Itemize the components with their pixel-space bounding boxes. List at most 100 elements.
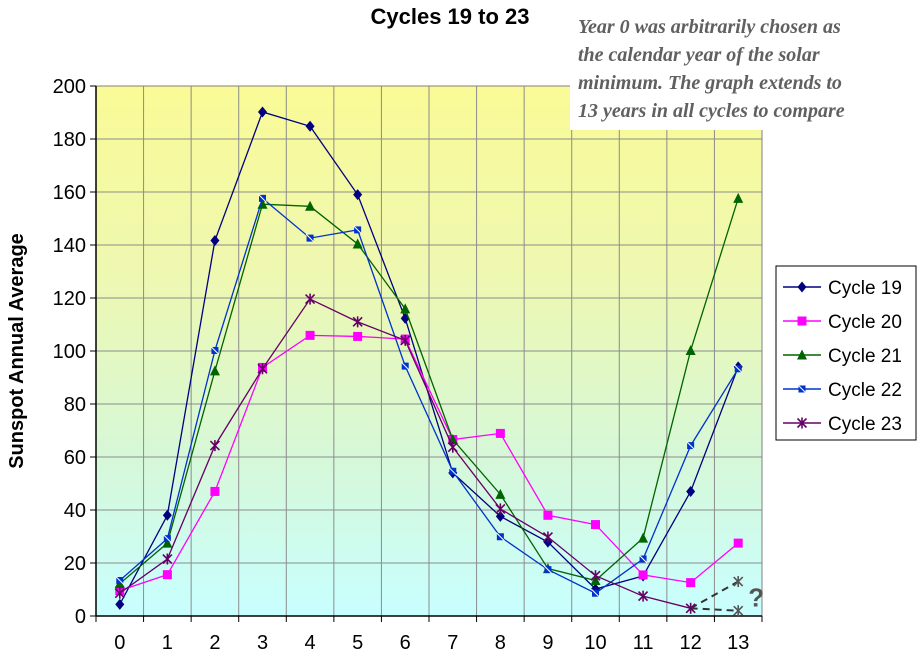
data-point: [352, 238, 363, 249]
note-line-1: Year 0 was arbitrarily chosen as: [578, 16, 841, 38]
data-point: [495, 428, 505, 438]
data-point: [447, 441, 458, 453]
data-point: [543, 510, 553, 520]
data-point: [542, 531, 553, 543]
x-tick-label: 2: [209, 632, 220, 654]
data-point: [305, 200, 316, 211]
series-group: [114, 106, 744, 614]
series-line: [119, 197, 739, 594]
marker-cross: [210, 346, 220, 355]
data-point: [496, 532, 505, 542]
data-point: [353, 225, 362, 235]
legend-swatch-marker: [796, 417, 808, 429]
legend-swatch-marker: [797, 384, 807, 394]
marker-cross: [163, 534, 172, 543]
data-point: [685, 602, 696, 614]
data-point: [495, 503, 506, 515]
data-point: [353, 331, 363, 341]
data-point: [353, 189, 363, 201]
note-box: Year 0 was arbitrarily chosen as the cal…: [570, 8, 910, 130]
note-line-3: minimum. The graph extends to: [578, 72, 842, 94]
legend-label: Cycle 22: [828, 380, 902, 401]
legend-item-cycle-19: Cycle 19: [783, 278, 902, 299]
data-point: [495, 510, 505, 522]
data-point: [733, 364, 743, 374]
legend-item-cycle-23: Cycle 23: [783, 414, 902, 435]
data-point: [162, 509, 172, 521]
y-axis-label: Sunspot Annual Average: [6, 233, 28, 469]
data-point: [591, 520, 600, 530]
legend-label: Cycle 19: [828, 278, 902, 299]
x-tick-label: 10: [584, 632, 606, 654]
legend-swatch-marker: [797, 349, 807, 360]
marker-cross: [496, 532, 505, 542]
data-point: [209, 365, 220, 376]
y-tick-label: 20: [64, 553, 86, 575]
series-cycle-22: [115, 194, 743, 598]
legend-label: Cycle 21: [828, 346, 902, 367]
data-point: [686, 578, 696, 588]
series-line: [119, 111, 739, 605]
projection-question-mark: ?: [748, 583, 764, 613]
projection-line: [690, 580, 739, 610]
data-point: [590, 570, 601, 582]
data-point: [686, 485, 696, 497]
legend-label: Cycle 20: [828, 312, 902, 333]
projection-point: [733, 605, 744, 617]
marker-cross: [543, 565, 553, 574]
data-point: [115, 576, 125, 585]
x-tick-label: 5: [352, 632, 363, 654]
legend-swatch-marker: [797, 281, 807, 293]
data-point: [162, 553, 173, 565]
x-tick-label: 1: [162, 632, 173, 654]
series-line: [119, 334, 739, 592]
y-tick-label: 160: [53, 182, 86, 204]
data-point: [258, 194, 267, 203]
marker-cross: [448, 466, 458, 476]
marker-cross: [591, 588, 600, 598]
y-tick-label: 0: [75, 606, 86, 628]
marker-cross: [353, 225, 362, 235]
marker-cross: [258, 194, 267, 203]
data-point: [352, 316, 363, 328]
x-tick-label: 0: [114, 632, 125, 654]
data-point: [114, 587, 125, 599]
marker-cross: [638, 554, 648, 564]
data-point: [400, 361, 410, 371]
projection-line: [690, 607, 739, 612]
data-point: [163, 534, 172, 543]
data-point: [686, 441, 695, 450]
marker-cross: [115, 576, 125, 585]
y-tick-label: 100: [53, 341, 86, 363]
projection-lines: ?: [690, 576, 764, 617]
x-tick-label: 12: [680, 632, 702, 654]
data-point: [448, 466, 458, 476]
data-point: [685, 344, 696, 355]
data-point: [162, 537, 173, 548]
projection-point: [733, 576, 744, 588]
note-line-2: the calendar year of the solar: [578, 44, 820, 66]
x-tick-label: 7: [447, 632, 458, 654]
y-tick-label: 80: [64, 394, 86, 416]
y-tick-label: 120: [53, 288, 86, 310]
legend-swatch-marker: [797, 316, 807, 326]
marker-cross: [797, 384, 807, 394]
data-point: [258, 106, 267, 118]
data-point: [543, 565, 553, 574]
y-tick-label: 40: [64, 500, 86, 522]
data-point: [162, 570, 172, 580]
y-tick-label: 60: [64, 447, 86, 469]
x-tick-label: 8: [495, 632, 506, 654]
x-tick-label: 9: [542, 632, 553, 654]
legend-label: Cycle 23: [828, 414, 902, 435]
legend: Cycle 19 Cycle 20 Cycle 21 Cycle 22 Cycle 23: [775, 265, 917, 441]
data-point: [733, 192, 744, 203]
marker-cross: [686, 441, 695, 450]
data-point: [495, 488, 506, 499]
legend-item-cycle-22: Cycle 22: [783, 380, 902, 401]
data-point: [733, 538, 743, 548]
data-point: [400, 303, 411, 314]
data-point: [210, 346, 220, 355]
data-point: [209, 440, 220, 452]
